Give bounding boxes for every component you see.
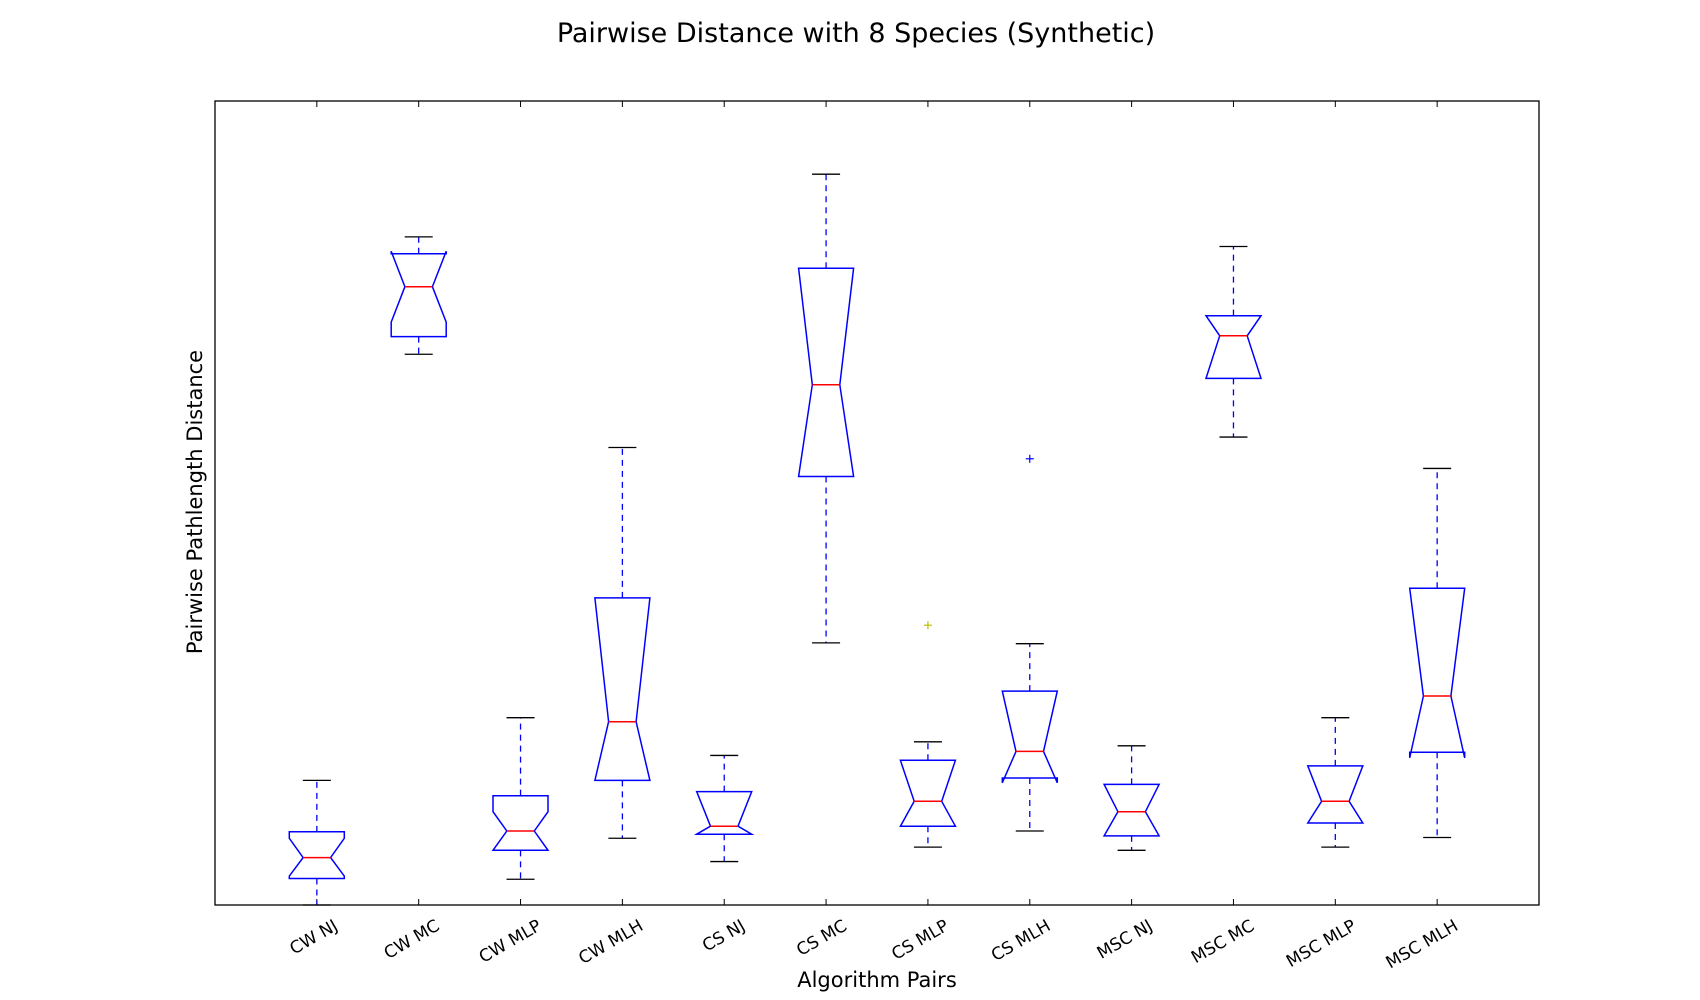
box-series bbox=[288, 173, 1466, 906]
box-group bbox=[593, 446, 651, 839]
x-tick-label: CW NJ bbox=[286, 916, 341, 959]
x-tick-label: CW MC bbox=[381, 916, 444, 964]
box-group bbox=[1001, 454, 1059, 832]
box-group bbox=[693, 754, 755, 863]
outlier-marker bbox=[923, 621, 932, 630]
box-group bbox=[1102, 745, 1161, 851]
x-tick-marks bbox=[316, 101, 1438, 905]
box-group bbox=[1204, 245, 1263, 438]
x-tick-label: CW MLP bbox=[476, 916, 545, 968]
notched-box bbox=[593, 597, 651, 782]
x-tick-label: CS MLH bbox=[988, 916, 1054, 966]
plot-frame bbox=[214, 100, 1540, 906]
x-tick-label: CW MLH bbox=[575, 916, 647, 969]
x-tick-label: MSC MLH bbox=[1383, 916, 1462, 973]
box-group bbox=[899, 621, 957, 848]
box-group bbox=[390, 236, 447, 355]
notched-box bbox=[1001, 690, 1059, 784]
box-group bbox=[288, 779, 346, 906]
chart-title: Pairwise Distance with 8 Species (Synthe… bbox=[557, 18, 1155, 49]
box-group bbox=[797, 173, 855, 644]
notched-box bbox=[693, 790, 755, 835]
x-tick-label: MSC NJ bbox=[1094, 916, 1156, 964]
x-tick-label: MSC MLP bbox=[1283, 916, 1360, 972]
outlier-marker bbox=[1025, 454, 1034, 463]
box-group bbox=[1306, 717, 1365, 848]
box-group bbox=[491, 717, 550, 880]
x-tick-label: CS MLP bbox=[888, 916, 952, 965]
notched-box bbox=[1204, 314, 1263, 380]
x-tick-labels: CW NJ CW MC CW MLP CW MLH CS NJ CS MC CS MLP CS… bbox=[286, 916, 1461, 973]
x-tick-label: MSC MC bbox=[1188, 916, 1258, 968]
notched-box bbox=[899, 759, 957, 827]
x-tick-label: CS NJ bbox=[699, 916, 749, 956]
notched-box bbox=[797, 267, 855, 478]
x-axis-label: Algorithm Pairs bbox=[797, 968, 957, 992]
box-group bbox=[1408, 467, 1466, 839]
notched-box bbox=[1306, 765, 1365, 824]
notched-box bbox=[390, 251, 447, 338]
notched-box bbox=[491, 794, 550, 852]
notched-box bbox=[288, 831, 346, 880]
notched-box bbox=[1408, 587, 1466, 759]
notched-box bbox=[1102, 783, 1161, 837]
x-tick-label: CS MC bbox=[793, 916, 850, 961]
y-axis-label: Pairwise Pathlength Distance bbox=[183, 350, 207, 654]
